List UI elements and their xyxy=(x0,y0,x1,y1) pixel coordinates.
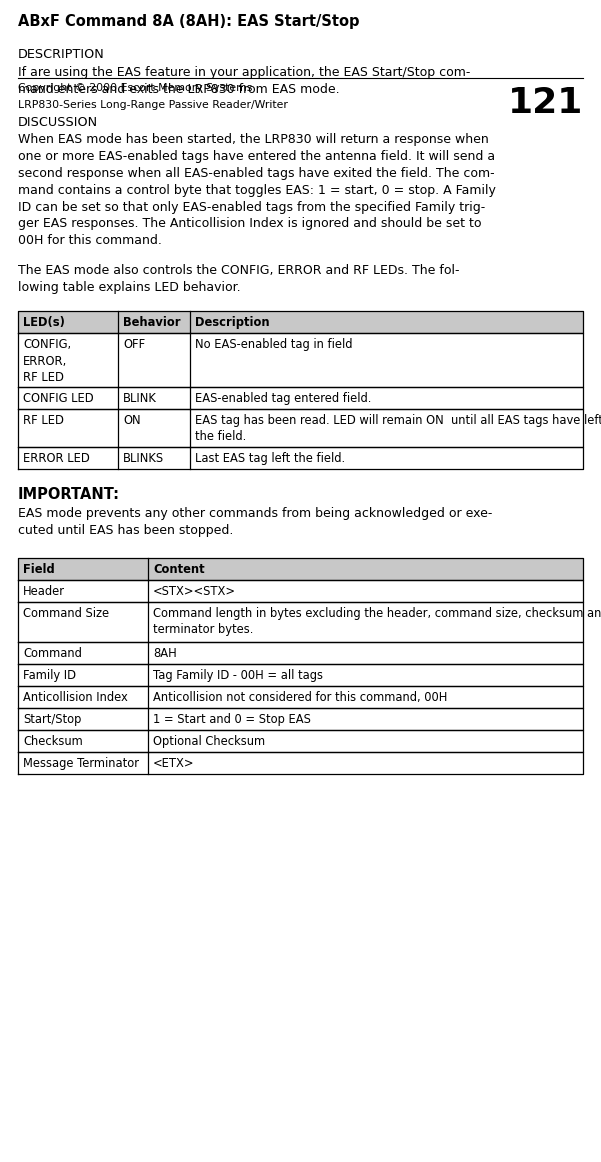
Text: Tag Family ID - 00H = all tags: Tag Family ID - 00H = all tags xyxy=(153,669,323,682)
Bar xyxy=(18,409,583,447)
Text: Optional Checksum: Optional Checksum xyxy=(153,736,265,748)
Text: Copyright © 2000 Escort Memory Systems: Copyright © 2000 Escort Memory Systems xyxy=(18,83,252,93)
Text: Command: Command xyxy=(23,647,82,660)
Text: 1 = Start and 0 = Stop EAS: 1 = Start and 0 = Stop EAS xyxy=(153,713,311,726)
Text: IMPORTANT:: IMPORTANT: xyxy=(18,487,120,502)
Bar xyxy=(18,311,583,333)
Bar xyxy=(18,730,583,752)
Text: BLINK: BLINK xyxy=(123,392,157,406)
Text: Behavior: Behavior xyxy=(123,316,180,329)
Text: EAS-enabled tag entered field.: EAS-enabled tag entered field. xyxy=(195,392,371,406)
Bar xyxy=(18,387,583,409)
Text: If are using the EAS feature in your application, the EAS Start/Stop com-
mand e: If are using the EAS feature in your app… xyxy=(18,66,471,95)
Bar xyxy=(18,580,583,602)
Text: OFF: OFF xyxy=(123,338,145,351)
Text: Family ID: Family ID xyxy=(23,669,76,682)
Text: Description: Description xyxy=(195,316,270,329)
Text: ERROR LED: ERROR LED xyxy=(23,452,90,465)
Bar xyxy=(18,558,583,580)
Text: EAS tag has been read. LED will remain ON  until all EAS tags have left
the fiel: EAS tag has been read. LED will remain O… xyxy=(195,414,601,444)
Text: LED(s): LED(s) xyxy=(23,316,65,329)
Bar xyxy=(18,602,583,641)
Text: Anticollision not considered for this command, 00H: Anticollision not considered for this co… xyxy=(153,691,447,704)
Text: Command length in bytes excluding the header, command size, checksum and
termina: Command length in bytes excluding the he… xyxy=(153,607,601,637)
Text: <ETX>: <ETX> xyxy=(153,756,195,770)
Text: The EAS mode also controls the CONFIG, ERROR and RF LEDs. The fol-
lowing table : The EAS mode also controls the CONFIG, E… xyxy=(18,264,460,294)
Text: No EAS-enabled tag in field: No EAS-enabled tag in field xyxy=(195,338,353,351)
Text: When EAS mode has been started, the LRP830 will return a response when
one or mo: When EAS mode has been started, the LRP8… xyxy=(18,134,496,248)
Text: CONFIG LED: CONFIG LED xyxy=(23,392,94,406)
Text: Anticollision Index: Anticollision Index xyxy=(23,691,128,704)
Text: RF LED: RF LED xyxy=(23,414,64,426)
Text: ON: ON xyxy=(123,414,141,426)
Text: CONFIG,
ERROR,
RF LED: CONFIG, ERROR, RF LED xyxy=(23,338,71,383)
Bar xyxy=(18,641,583,664)
Text: LRP830-Series Long-Range Passive Reader/Writer: LRP830-Series Long-Range Passive Reader/… xyxy=(18,100,288,110)
Text: Command Size: Command Size xyxy=(23,607,109,621)
Text: DESCRIPTION: DESCRIPTION xyxy=(18,48,105,60)
Bar xyxy=(18,447,583,469)
Text: DISCUSSION: DISCUSSION xyxy=(18,115,98,129)
Text: Checksum: Checksum xyxy=(23,736,83,748)
Bar xyxy=(18,708,583,730)
Text: 8AH: 8AH xyxy=(153,647,177,660)
Text: Last EAS tag left the field.: Last EAS tag left the field. xyxy=(195,452,345,465)
Text: Content: Content xyxy=(153,564,204,576)
Text: <STX><STX>: <STX><STX> xyxy=(153,584,236,598)
Text: ABxF Command 8A (8AH): EAS Start/Stop: ABxF Command 8A (8AH): EAS Start/Stop xyxy=(18,14,359,29)
Text: EAS mode prevents any other commands from being acknowledged or exe-
cuted until: EAS mode prevents any other commands fro… xyxy=(18,507,492,537)
Text: 121: 121 xyxy=(508,86,583,120)
Text: Field: Field xyxy=(23,564,55,576)
Bar xyxy=(18,664,583,686)
Bar xyxy=(18,752,583,774)
Bar xyxy=(18,686,583,708)
Text: BLINKS: BLINKS xyxy=(123,452,164,465)
Bar xyxy=(18,333,583,387)
Text: Header: Header xyxy=(23,584,65,598)
Text: Start/Stop: Start/Stop xyxy=(23,713,81,726)
Text: Message Terminator: Message Terminator xyxy=(23,756,139,770)
